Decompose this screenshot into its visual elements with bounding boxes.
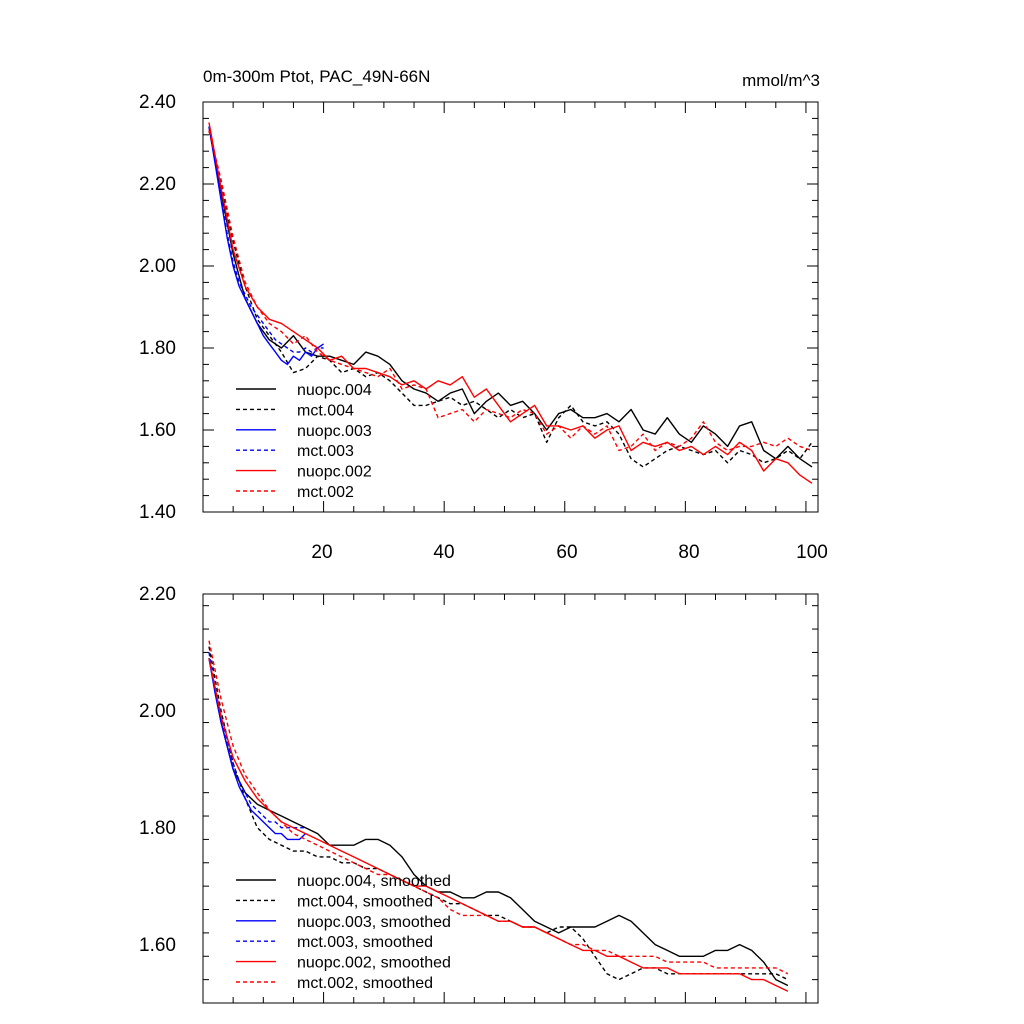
top-plot-frame (202, 101, 819, 513)
bottom-series-lines (208, 640, 789, 992)
series-line (208, 658, 306, 841)
series-line (208, 126, 324, 353)
y-tick-label: 1.60 (139, 420, 176, 441)
series-line (208, 646, 789, 981)
legend-label: mct.004 (297, 402, 354, 419)
legend-label: nuopc.003 (297, 423, 372, 440)
series-line (208, 658, 789, 987)
series-line (208, 126, 324, 366)
y-tick-label: 2.20 (139, 174, 176, 195)
bottom-panel: 1.60 1.80 2.00 2.20 nuopc.004, smoothed m… (139, 584, 819, 1004)
legend-label: mct.004, smoothed (297, 893, 433, 910)
top-panel: 0m-300m Ptot, PAC_49N-66N mmol/m^3 1.40 … (139, 67, 828, 563)
top-tick-marks (202, 101, 818, 513)
legend-label: nuopc.003, smoothed (297, 914, 451, 931)
series-line (208, 640, 789, 975)
y-tick-label: 2.00 (139, 701, 176, 722)
x-tick-label: 40 (433, 542, 454, 563)
series-line (208, 130, 813, 468)
top-x-axis-labels: 20 40 60 80 100 (311, 542, 827, 563)
top-panel-units: mmol/m^3 (742, 71, 820, 90)
top-y-axis-labels: 1.40 1.60 1.80 2.00 2.20 2.40 (139, 92, 176, 523)
series-line (208, 658, 789, 992)
y-tick-label: 1.40 (139, 502, 176, 523)
bottom-plot-frame (202, 593, 819, 1004)
y-tick-label: 2.00 (139, 256, 176, 277)
x-tick-label: 100 (796, 542, 828, 563)
legend-label: nuopc.004, smoothed (297, 873, 451, 890)
bottom-y-axis-labels: 1.60 1.80 2.00 2.20 (139, 584, 176, 956)
y-tick-label: 2.40 (139, 92, 176, 113)
legend-label: nuopc.002 (297, 464, 372, 481)
y-tick-label: 1.80 (139, 818, 176, 839)
bottom-legend: nuopc.004, smoothed mct.004, smoothed nuop… (236, 873, 451, 992)
top-series-lines (208, 122, 813, 484)
series-line (208, 126, 813, 468)
top-panel-title: 0m-300m Ptot, PAC_49N-66N (203, 67, 430, 86)
x-tick-label: 20 (311, 542, 332, 563)
legend-label: mct.002, smoothed (297, 975, 433, 992)
legend-label: mct.002 (297, 484, 354, 501)
legend-label: mct.003, smoothed (297, 934, 433, 951)
legend-label: nuopc.004 (297, 382, 372, 399)
x-tick-label: 60 (556, 542, 577, 563)
legend-label: mct.003 (297, 443, 354, 460)
series-line (208, 130, 813, 452)
top-legend: nuopc.004 mct.004 nuopc.003 mct.003 nuopc.00… (236, 382, 372, 501)
bottom-tick-marks (202, 594, 818, 1004)
series-line (208, 122, 813, 484)
y-tick-label: 1.80 (139, 338, 176, 359)
y-tick-label: 2.20 (139, 584, 176, 605)
series-line (208, 652, 306, 829)
x-tick-label: 80 (678, 542, 699, 563)
legend-label: nuopc.002, smoothed (297, 955, 451, 972)
y-tick-label: 1.60 (139, 935, 176, 956)
